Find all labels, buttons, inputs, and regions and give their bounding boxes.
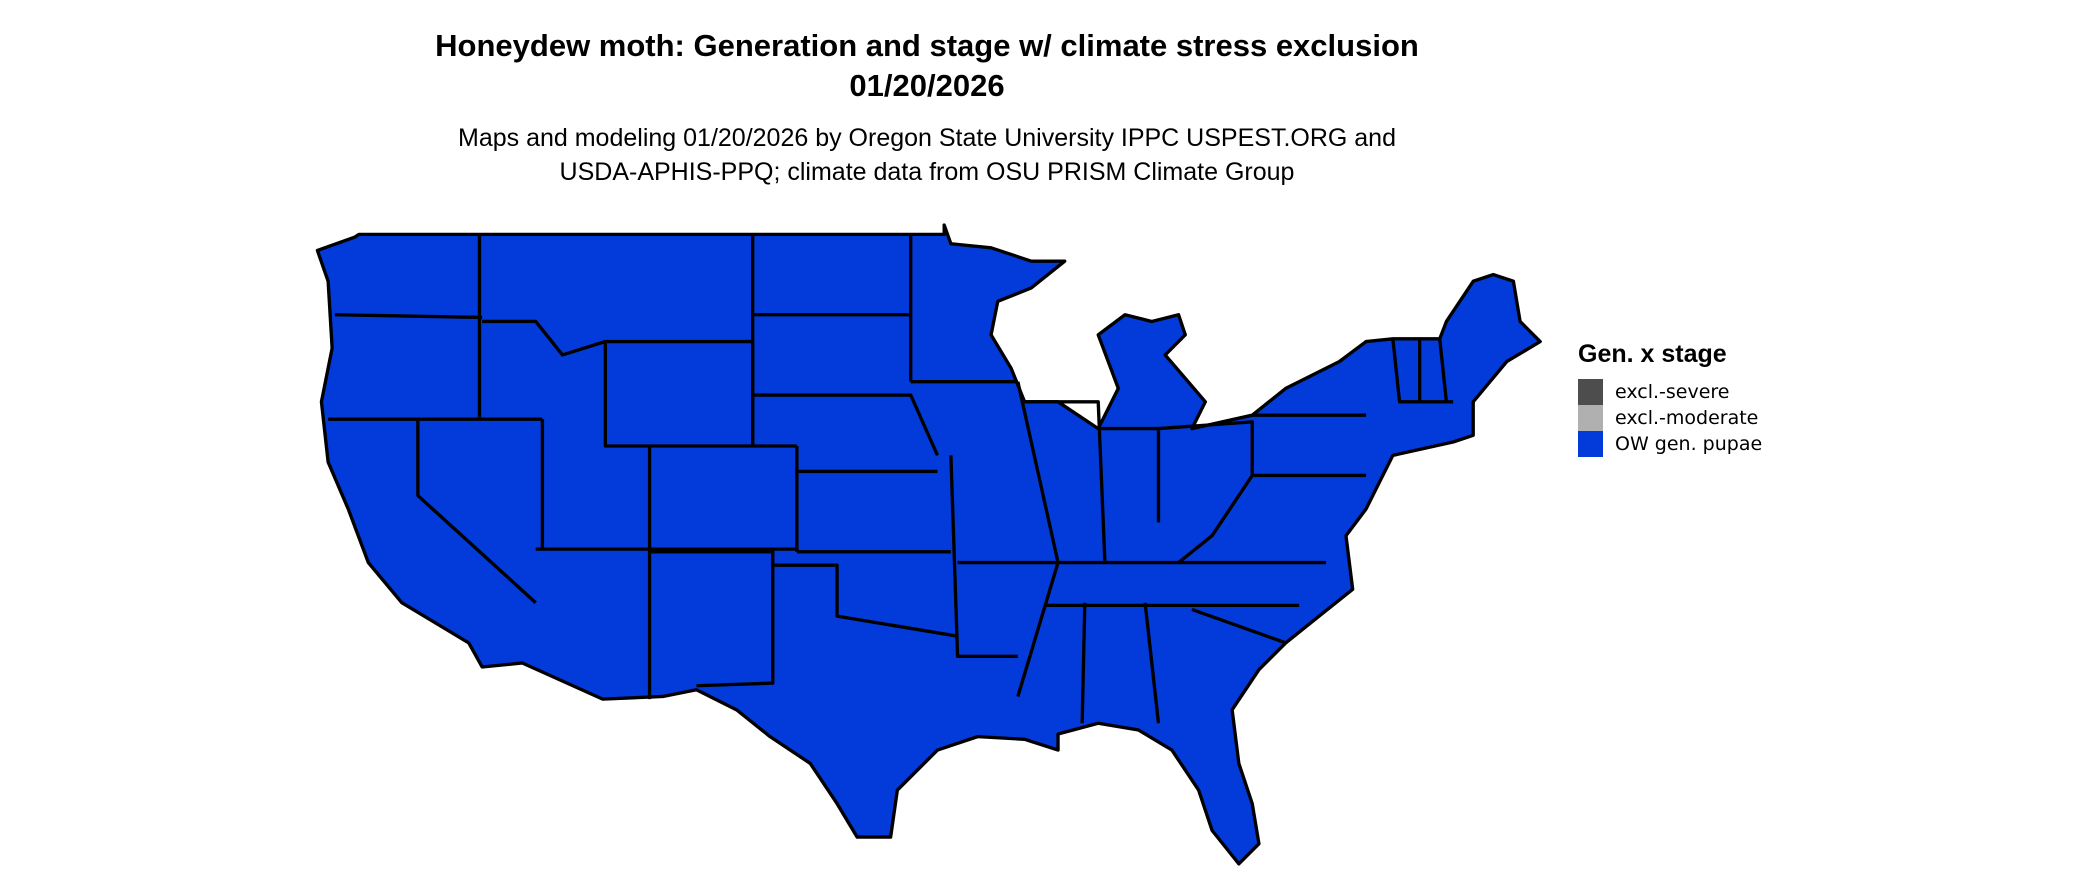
subtitle-line-1: Maps and modeling 01/20/2026 by Oregon S… — [458, 124, 1396, 152]
legend-item-ow-gen-pupae: OW gen. pupae — [1578, 431, 1762, 457]
map-title: Honeydew moth: Generation and stage w/ c… — [435, 28, 1419, 63]
legend-label: OW gen. pupae — [1615, 433, 1763, 455]
legend-item-excl-moderate: excl.-moderate — [1578, 405, 1762, 431]
legend-swatch — [1578, 405, 1603, 431]
legend: Gen. x stage excl.-severe excl.-moderate… — [1578, 340, 1762, 457]
legend-label: excl.-moderate — [1615, 407, 1759, 429]
legend-item-excl-severe: excl.-severe — [1578, 379, 1762, 405]
legend-label: excl.-severe — [1615, 381, 1730, 403]
map-date: 01/20/2026 — [849, 68, 1005, 103]
legend-swatch — [1578, 431, 1603, 457]
state-borders — [328, 234, 1454, 724]
legend-title: Gen. x stage — [1578, 340, 1727, 368]
subtitle-line-2: USDA-APHIS-PPQ; climate data from OSU PR… — [559, 158, 1295, 186]
legend-swatch — [1578, 379, 1603, 405]
